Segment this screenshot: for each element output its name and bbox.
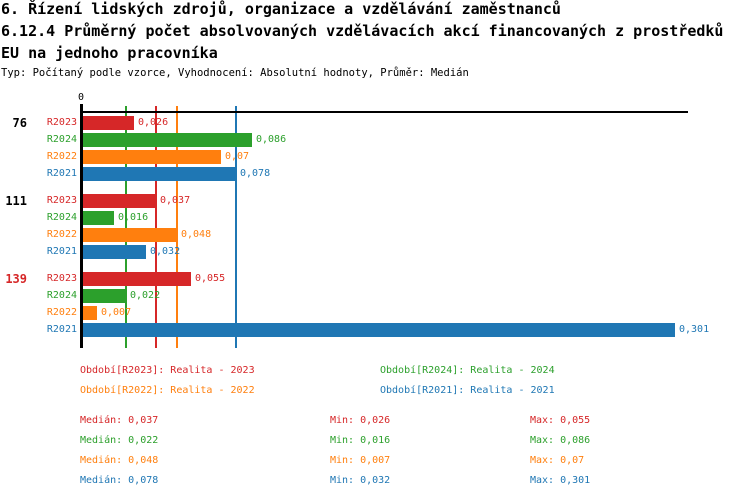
bar-row-label: R2023 [46,272,77,284]
bar-value-label: 0,007 [101,307,132,319]
bar [83,288,126,303]
bar-value-label: 0,037 [160,194,191,206]
bar [83,210,114,225]
bar-row-label: R2021 [46,246,77,258]
bar-value-label: 0,086 [256,133,287,145]
bar-row-label: R2022 [46,307,77,319]
bar-row-label: R2023 [46,194,77,206]
median-line-R2023 [154,106,157,348]
bar-value-label: 0,026 [138,116,169,128]
median-line-R2021 [235,106,238,348]
stat-max-R2022: Max: 0,07 [530,455,585,466]
stat-min-R2024: Min: 0,016 [330,435,391,446]
bar [83,193,156,208]
stat-min-R2022: Min: 0,007 [330,455,391,466]
stat-min-R2021: Min: 0,032 [330,475,391,486]
indicator-meta: Typ: Počítaný podle vzorce, Vyhodnocení:… [1,67,469,79]
bar [83,115,134,130]
bar-value-label: 0,022 [130,289,161,301]
page-title-line2: 6.12.4 Průměrný počet absolvovaných vzdě… [1,22,724,40]
stat-max-R2023: Max: 0,055 [530,415,591,426]
group-label: 111 [5,193,27,208]
bar-row-label: R2022 [46,229,77,241]
bar-value-label: 0,016 [118,211,149,223]
y-axis-line [80,104,83,348]
bar [83,306,97,321]
stat-median-R2024: Medián: 0,022 [80,435,159,446]
bar [83,271,191,286]
bar-row-label: R2024 [46,211,77,223]
bar-value-label: 0,048 [181,229,212,241]
page-title-line3: EU na jednoho pracovníka [1,44,218,62]
bar-row-label: R2023 [46,116,77,128]
bar-value-label: 0,032 [150,246,181,258]
bar-row-label: R2024 [46,289,77,301]
bar [83,245,146,260]
legend-item-R2021: Období[R2021]: Realita - 2021 [380,385,555,396]
bar-value-label: 0,301 [679,324,710,336]
stat-median-R2023: Medián: 0,037 [80,415,159,426]
axis-zero-label: 0 [77,92,85,103]
bar-row-label: R2021 [46,168,77,180]
group-label: 139 [5,271,27,286]
bar-value-label: 0,055 [195,272,226,284]
legend-item-R2022: Období[R2022]: Realita - 2022 [80,385,255,396]
group-label: 76 [12,115,27,130]
stat-max-R2024: Max: 0,086 [530,435,591,446]
bar-row-label: R2022 [46,151,77,163]
bar-row-label: R2024 [46,133,77,145]
median-line-R2022 [176,106,179,348]
bar [83,150,221,165]
page-title-line1: 6. Řízení lidských zdrojů, organizace a … [1,0,561,18]
legend-item-R2023: Období[R2023]: Realita - 2023 [80,365,255,376]
bar [83,323,675,338]
median-line-R2024 [125,106,128,348]
bar [83,167,236,182]
bar-value-label: 0,07 [225,151,250,163]
bar-value-label: 0,078 [240,168,271,180]
stat-max-R2021: Max: 0,301 [530,475,591,486]
legend-item-R2024: Období[R2024]: Realita - 2024 [380,365,555,376]
x-axis-line [80,111,688,113]
bar [83,132,252,147]
bar-row-label: R2021 [46,324,77,336]
stat-min-R2023: Min: 0,026 [330,415,391,426]
stat-median-R2022: Medián: 0,048 [80,455,159,466]
stat-median-R2021: Medián: 0,078 [80,475,159,486]
bar [83,228,177,243]
